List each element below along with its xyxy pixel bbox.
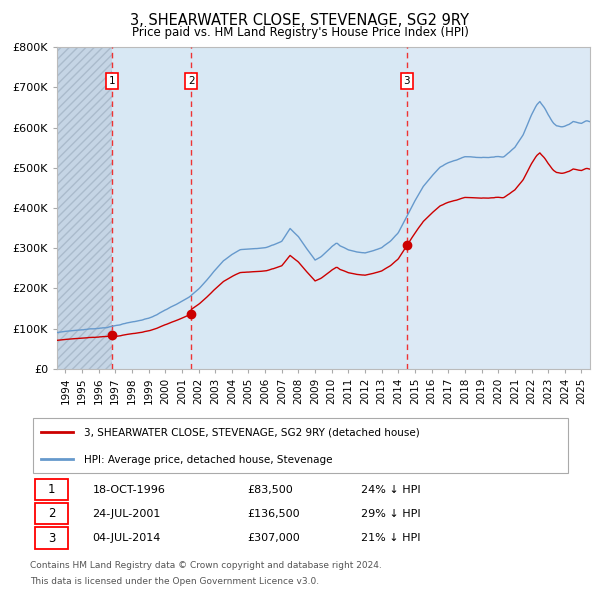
Text: 18-OCT-1996: 18-OCT-1996 [92,485,166,495]
Bar [407,47,590,369]
Text: 2: 2 [188,76,194,86]
Text: 2: 2 [48,507,55,520]
Text: 1: 1 [109,76,115,86]
Bar [112,47,191,369]
Text: 3: 3 [48,532,55,545]
Text: 1: 1 [48,483,55,496]
Bar [57,47,112,369]
FancyBboxPatch shape [35,503,68,525]
Text: £136,500: £136,500 [247,509,300,519]
Text: 04-JUL-2014: 04-JUL-2014 [92,533,161,543]
Text: £307,000: £307,000 [247,533,300,543]
Text: 29% ↓ HPI: 29% ↓ HPI [361,509,421,519]
FancyBboxPatch shape [35,527,68,549]
Text: HPI: Average price, detached house, Stevenage: HPI: Average price, detached house, Stev… [85,455,333,464]
Text: This data is licensed under the Open Government Licence v3.0.: This data is licensed under the Open Gov… [30,577,319,586]
FancyBboxPatch shape [35,479,68,500]
Text: Price paid vs. HM Land Registry's House Price Index (HPI): Price paid vs. HM Land Registry's House … [131,26,469,39]
FancyBboxPatch shape [33,418,568,473]
Text: £83,500: £83,500 [247,485,293,495]
Text: 24-JUL-2001: 24-JUL-2001 [92,509,161,519]
Text: 3: 3 [403,76,410,86]
Bar [191,47,407,369]
Text: 24% ↓ HPI: 24% ↓ HPI [361,485,421,495]
Text: 3, SHEARWATER CLOSE, STEVENAGE, SG2 9RY (detached house): 3, SHEARWATER CLOSE, STEVENAGE, SG2 9RY … [85,428,420,437]
Text: 3, SHEARWATER CLOSE, STEVENAGE, SG2 9RY: 3, SHEARWATER CLOSE, STEVENAGE, SG2 9RY [131,13,470,28]
Text: Contains HM Land Registry data © Crown copyright and database right 2024.: Contains HM Land Registry data © Crown c… [30,562,382,571]
Text: 21% ↓ HPI: 21% ↓ HPI [361,533,421,543]
